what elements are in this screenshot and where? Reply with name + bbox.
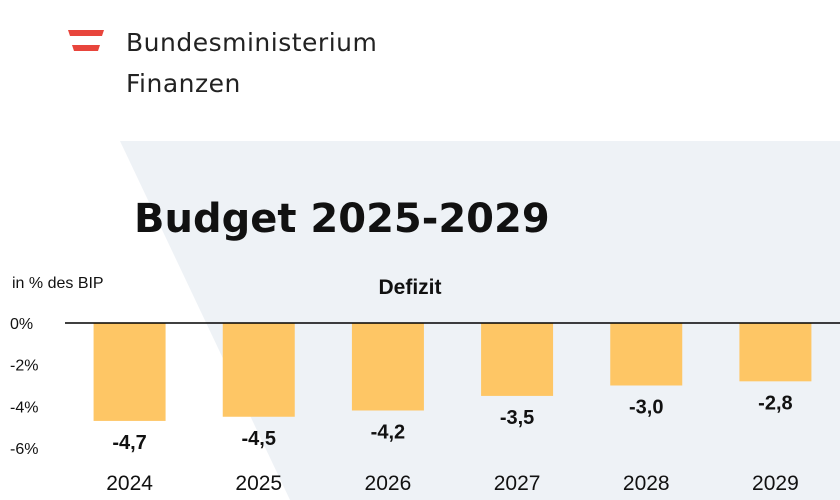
data-label-2024: -4,7 <box>112 432 146 454</box>
bar-2029 <box>739 323 812 382</box>
y-tick-label: -4% <box>10 399 38 416</box>
x-tick-label-2026: 2026 <box>365 472 412 495</box>
y-tick-label: -6% <box>10 441 38 458</box>
chart-title: Defizit <box>379 276 442 299</box>
data-label-2027: -3,5 <box>500 407 534 429</box>
x-tick-label-2029: 2029 <box>752 472 799 495</box>
data-label-2029: -2,8 <box>758 392 792 414</box>
data-label-2025: -4,5 <box>242 428 276 450</box>
ministry-name-line2: Finanzen <box>126 69 241 98</box>
bar-2025 <box>222 323 295 417</box>
page-title: Budget 2025-2029 <box>134 196 550 242</box>
y-tick-label: -2% <box>10 358 38 375</box>
y-tick-label: 0% <box>10 316 33 333</box>
data-label-2028: -3,0 <box>629 397 663 419</box>
data-label-2026: -4,2 <box>371 422 405 444</box>
bar-2027 <box>481 323 554 396</box>
deficit-bar-chart: in % des BIP Defizit 0% -2% -4% -6% -4,7 2024 -4… <box>10 275 840 495</box>
y-axis-label: in % des BIP <box>12 275 104 292</box>
x-tick-label-2025: 2025 <box>235 472 282 495</box>
x-tick-label-2028: 2028 <box>623 472 670 495</box>
x-tick-label-2027: 2027 <box>494 472 541 495</box>
austrian-flag-logo <box>68 30 104 51</box>
bar-2026 <box>351 323 424 411</box>
ministry-name-line1: Bundesministerium <box>126 28 378 57</box>
x-tick-label-2024: 2024 <box>106 472 153 495</box>
bar-2028 <box>610 323 683 386</box>
bar-2024 <box>93 323 166 421</box>
